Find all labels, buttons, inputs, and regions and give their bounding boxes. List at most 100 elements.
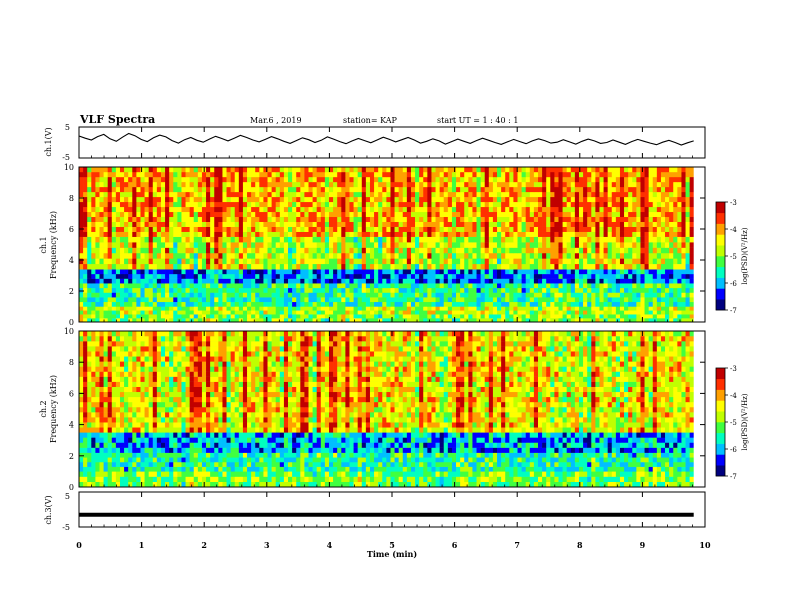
spectrogram-cell xyxy=(320,481,326,488)
spectrogram-cell xyxy=(304,314,309,319)
spectrogram-cell xyxy=(656,292,662,298)
spectrogram-cell xyxy=(300,301,305,307)
spectrogram-cell xyxy=(456,211,461,218)
spectrogram-cell xyxy=(251,263,256,270)
spectrogram-cell xyxy=(546,236,551,243)
spectrogram-cell xyxy=(369,273,375,279)
spectrogram-cell xyxy=(230,167,236,173)
spectrogram-cell xyxy=(472,186,477,193)
spectrogram-cell xyxy=(230,287,236,293)
spectrogram-cell xyxy=(447,310,453,315)
spectrogram-cell xyxy=(443,273,449,279)
spectrogram-cell xyxy=(599,191,604,198)
spectrogram-cell xyxy=(497,167,502,173)
spectrogram-cell xyxy=(124,297,129,303)
spectrogram-cell xyxy=(79,176,84,183)
start-ut-label: start UT = 1 : 40 : 1 xyxy=(437,116,518,125)
spectrogram-cell xyxy=(570,247,576,254)
spectrogram-cell xyxy=(292,231,297,237)
spectrogram-cell xyxy=(566,253,572,259)
spectrogram-cell xyxy=(423,306,428,311)
spectrogram-cell xyxy=(201,273,207,279)
spectrogram-cell xyxy=(361,196,367,203)
spectrogram-cell xyxy=(255,211,260,218)
spectrogram-cell xyxy=(435,206,440,213)
spectrogram-cell xyxy=(402,181,408,188)
spectrogram-cell xyxy=(636,181,641,188)
spectrogram-cell xyxy=(103,236,108,243)
spectrogram-cell xyxy=(214,211,219,218)
spectrogram-cell xyxy=(669,287,674,293)
spectrogram-cell xyxy=(611,287,617,293)
spectrogram-cell xyxy=(173,481,178,488)
spectrogram-cell xyxy=(488,231,494,237)
spectrogram-cell xyxy=(656,186,662,193)
spectrogram-cell xyxy=(501,196,506,203)
spectrogram-cell xyxy=(206,306,211,311)
spectrogram-cell xyxy=(369,306,375,311)
spectrogram-cell xyxy=(611,176,617,183)
spectrogram-cell xyxy=(488,314,494,319)
spectrogram-cell xyxy=(427,306,432,311)
spectrogram-cell xyxy=(324,196,330,203)
spectrogram-cell xyxy=(578,196,584,203)
spectrogram-cell xyxy=(509,226,514,232)
spectrogram-cell xyxy=(206,292,211,298)
spectrogram-cell xyxy=(410,269,416,275)
spectrogram-cell xyxy=(447,221,453,227)
spectrogram-cell xyxy=(669,253,674,259)
spectrogram-cell xyxy=(607,226,613,232)
spectrogram-cell xyxy=(193,263,199,270)
spectrogram-cell xyxy=(558,206,563,213)
spectrogram-cell xyxy=(607,292,613,298)
spectrogram-cell xyxy=(382,247,387,254)
spectrogram-cell xyxy=(288,318,293,323)
spectrogram-cell xyxy=(234,314,240,319)
spectrogram-cell xyxy=(669,201,674,208)
spectrogram-cell xyxy=(107,191,113,198)
spectrogram-cell xyxy=(152,314,158,319)
spectrogram-cell xyxy=(476,278,481,284)
spectrogram-cell xyxy=(226,287,231,293)
spectrogram-cell xyxy=(402,273,408,279)
spectrogram-cell xyxy=(173,314,178,319)
spectrogram-cell xyxy=(152,242,158,248)
spectrogram-cell xyxy=(111,226,117,232)
spectrogram-cell xyxy=(574,226,580,232)
spectrogram-cell xyxy=(521,297,527,303)
spectrogram-cell xyxy=(533,263,539,270)
spectrogram-cell xyxy=(238,181,244,188)
spectrogram-cell xyxy=(320,226,326,232)
spectrogram-cell xyxy=(357,191,363,198)
spectrogram-cell xyxy=(238,297,244,303)
spectrogram-cell xyxy=(497,297,502,303)
spectrogram-cell xyxy=(132,211,137,218)
spectrogram-cell xyxy=(283,318,289,323)
spectrogram-cell xyxy=(222,226,227,232)
ch1-ytick-bottom: -5 xyxy=(62,153,70,162)
spectrogram-cell xyxy=(124,278,129,284)
spectrogram-cell xyxy=(156,481,162,488)
spectrogram-cell xyxy=(423,247,428,254)
spectrogram-cell xyxy=(226,278,231,284)
spectrogram-cell xyxy=(382,226,387,232)
spectrogram-cell xyxy=(677,206,682,213)
spectrogram-cell xyxy=(374,314,379,319)
spectrogram-cell xyxy=(673,196,678,203)
spectrogram-cell xyxy=(206,196,211,203)
spectrogram-cell xyxy=(79,481,84,488)
spectrogram-cell xyxy=(419,176,424,183)
spectrogram-cell xyxy=(279,263,285,270)
spectrogram-cell xyxy=(140,221,145,227)
spectrogram-cell xyxy=(218,258,223,265)
spectrogram-cell xyxy=(685,310,690,315)
spectrogram-cell xyxy=(124,211,129,218)
spectrogram-cell xyxy=(341,226,346,232)
spectrogram-cell xyxy=(529,247,535,254)
spectrogram-cell xyxy=(189,297,195,303)
spectrogram-cell xyxy=(169,181,174,188)
spectrogram-cell xyxy=(103,253,108,259)
spectrogram-cell xyxy=(320,186,326,193)
spectrogram-cell xyxy=(533,306,539,311)
spectrogram-cell xyxy=(636,258,641,265)
